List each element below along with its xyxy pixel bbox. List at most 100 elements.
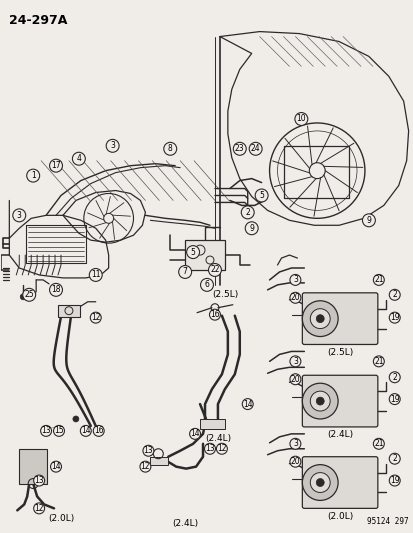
Circle shape [373,356,383,367]
Text: 14: 14 [242,400,252,409]
FancyBboxPatch shape [58,305,80,317]
Text: 24-297A: 24-297A [9,14,68,27]
Text: 12: 12 [34,504,44,513]
Text: 19: 19 [389,313,399,322]
Text: 13: 13 [205,445,214,453]
Circle shape [40,425,52,437]
FancyBboxPatch shape [301,293,377,344]
Circle shape [316,397,323,405]
Text: 5: 5 [259,191,263,200]
Text: 13: 13 [143,446,153,455]
Circle shape [80,425,91,437]
Text: 3: 3 [110,141,115,150]
Text: 21: 21 [373,357,383,366]
Circle shape [373,438,383,449]
Circle shape [164,142,176,155]
Circle shape [310,309,330,328]
Circle shape [178,265,191,278]
Circle shape [289,456,300,467]
Circle shape [310,391,330,411]
Text: 12: 12 [140,462,150,471]
Circle shape [388,372,399,383]
Circle shape [50,284,62,296]
Circle shape [254,189,268,202]
FancyBboxPatch shape [301,375,377,427]
Circle shape [186,246,199,259]
Circle shape [388,453,399,464]
Text: 24: 24 [250,144,260,154]
Text: (2.0L): (2.0L) [326,512,352,521]
Circle shape [50,461,62,472]
Text: 21: 21 [373,439,383,448]
Circle shape [241,206,254,219]
Text: 22: 22 [210,265,219,274]
Circle shape [289,438,300,449]
Text: 16: 16 [94,426,103,435]
Circle shape [23,288,36,301]
Circle shape [204,443,215,454]
Circle shape [20,294,26,300]
Circle shape [73,416,78,422]
Text: 5: 5 [190,248,195,256]
Text: 13: 13 [41,426,51,435]
Circle shape [388,394,399,405]
Circle shape [289,274,300,285]
Circle shape [216,443,227,454]
Circle shape [53,425,64,437]
Circle shape [316,314,323,322]
Circle shape [50,159,62,172]
Text: 23: 23 [235,144,244,154]
Text: (2.0L): (2.0L) [48,514,74,523]
Circle shape [13,209,26,222]
Text: 2: 2 [245,208,249,217]
Text: (2.4L): (2.4L) [204,434,230,443]
Text: 11: 11 [91,270,100,279]
Text: 1: 1 [31,171,36,180]
Circle shape [233,142,246,155]
Circle shape [388,289,399,300]
Text: 9: 9 [249,224,254,233]
Circle shape [242,399,253,409]
Text: 6: 6 [204,280,209,289]
Text: 8: 8 [167,144,172,154]
Text: 16: 16 [210,310,219,319]
Text: 3: 3 [292,439,297,448]
Circle shape [249,142,261,155]
Text: 3: 3 [292,276,297,285]
Circle shape [289,292,300,303]
Text: (2.5L): (2.5L) [211,290,237,300]
Text: 14: 14 [51,462,61,471]
Circle shape [33,475,45,486]
Circle shape [142,445,154,456]
Text: 25: 25 [24,290,34,300]
Circle shape [388,475,399,486]
Circle shape [189,429,200,439]
Text: 9: 9 [366,216,370,225]
Text: 4: 4 [76,154,81,163]
Circle shape [200,278,213,292]
Circle shape [33,503,45,514]
Circle shape [208,263,221,277]
Circle shape [388,312,399,323]
Text: 21: 21 [373,276,383,285]
Text: 12: 12 [91,313,100,322]
Circle shape [373,274,383,285]
FancyBboxPatch shape [19,449,47,483]
Text: 2: 2 [392,373,396,382]
Text: 20: 20 [290,375,299,384]
Text: 17: 17 [51,161,61,170]
Text: 19: 19 [389,394,399,403]
Text: 3: 3 [17,211,21,220]
Text: 15: 15 [54,426,64,435]
Circle shape [301,465,337,500]
Text: 10: 10 [296,115,306,124]
Text: 2: 2 [392,454,396,463]
Circle shape [89,269,102,281]
Text: 14: 14 [190,430,199,438]
Text: (2.4L): (2.4L) [326,430,352,439]
Circle shape [90,312,101,323]
FancyBboxPatch shape [185,240,224,270]
Circle shape [289,356,300,367]
Text: 18: 18 [51,285,61,294]
Circle shape [294,112,307,125]
